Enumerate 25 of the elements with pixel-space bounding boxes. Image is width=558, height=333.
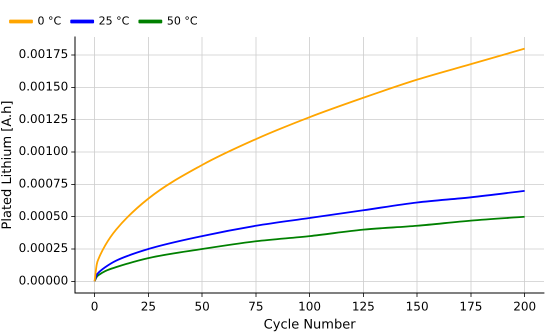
y-tick-label: 0.00025 <box>18 241 68 256</box>
y-axis-title: Plated Lithium [A.h] <box>0 100 16 230</box>
x-tick-label: 150 <box>406 299 429 314</box>
legend-label: 0 °C <box>38 14 62 28</box>
x-tick-label: 50 <box>194 299 210 314</box>
line-series <box>94 216 526 282</box>
y-tick-label: 0.00175 <box>18 47 68 62</box>
x-tick-label: 175 <box>459 299 482 314</box>
y-tick-label: 0.00000 <box>18 273 68 288</box>
y-tick-label: 0.00100 <box>18 144 68 158</box>
x-tick-label: 25 <box>140 299 156 314</box>
y-tick-label: 0.00150 <box>18 80 68 94</box>
y-tick-label: 0.00050 <box>18 208 68 223</box>
x-tick-label: 125 <box>352 299 375 314</box>
x-tick-label: 100 <box>298 299 322 314</box>
x-tick-label: 200 <box>513 299 536 314</box>
line-series <box>94 48 526 282</box>
x-tick-label: 0 <box>90 299 98 314</box>
y-tick-label: 0.00075 <box>18 176 68 191</box>
x-tick-label: 75 <box>248 299 264 314</box>
x-axis-title: Cycle Number <box>264 318 356 333</box>
line-series <box>94 190 526 282</box>
y-tick-label: 0.00125 <box>18 112 68 126</box>
legend-label: 50 °C <box>166 14 198 28</box>
legend-label: 25 °C <box>98 14 130 28</box>
